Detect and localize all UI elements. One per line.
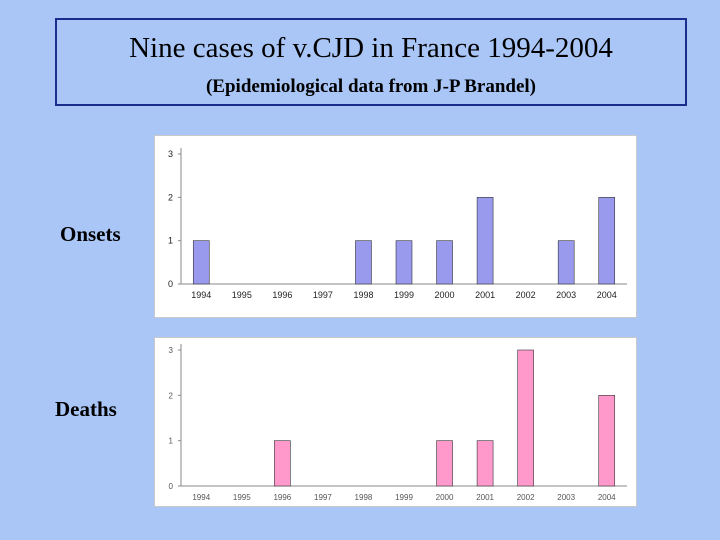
deaths-x-tick-label: 2004: [598, 493, 616, 502]
page-title: Nine cases of v.CJD in France 1994-2004: [129, 32, 613, 64]
deaths-y-tick-label: 0: [169, 482, 174, 491]
onsets-bar-2004: [598, 197, 616, 285]
deaths-bar-1996: [274, 440, 291, 487]
deaths-x-tick-label: 1999: [395, 493, 413, 502]
onsets-bar-2003: [557, 240, 575, 285]
deaths-x-tick-label: 2002: [517, 493, 535, 502]
onsets-x-tick-label: 2003: [556, 290, 576, 300]
deaths-x-tick-label: 1997: [314, 493, 332, 502]
deaths-bar-2001: [476, 440, 494, 487]
deaths-x-tick-label: 2000: [436, 493, 454, 502]
onsets-x-tick-label: 2001: [475, 290, 495, 300]
deaths-y-tick-label: 2: [169, 391, 174, 400]
onsets-label: Onsets: [60, 222, 121, 246]
onsets-x-tick-label: 1998: [353, 290, 373, 300]
onsets-chart: 0 1 2 3 1994 1995 1996 1997 1998 1999 2000 2001 2002…: [154, 135, 637, 318]
deaths-chart-svg: 0 1 2 3 1994 1995 1996 1997 1998 1999 2000 2001 2002…: [169, 344, 627, 502]
onsets-bar-1999: [395, 240, 413, 285]
onsets-y-tick-label: 2: [168, 192, 173, 202]
onsets-bar-2000: [436, 240, 453, 285]
page-subtitle: (Epidemiological data from J-P Brandel): [205, 76, 537, 97]
deaths-x-tick-label: 1998: [355, 493, 373, 502]
onsets-y-tick-label: 3: [168, 149, 173, 159]
onsets-bar-1998: [355, 240, 372, 285]
deaths-x-tick-label: 1994: [192, 493, 210, 502]
onsets-y-tick-label: 0: [168, 279, 173, 289]
onsets-x-tick-label: 2000: [435, 290, 455, 300]
deaths-chart: 0 1 2 3 1994 1995 1996 1997 1998 1999 2000 2001 2002…: [154, 337, 637, 507]
deaths-y-tick-label: 3: [169, 346, 174, 355]
deaths-bar-2002: [517, 349, 534, 487]
onsets-x-tick-label: 1997: [313, 290, 333, 300]
onsets-y-tick-label: 1: [168, 236, 173, 246]
onsets-x-tick-label: 1996: [272, 290, 292, 300]
onsets-x-tick-label: 2004: [597, 290, 617, 300]
onsets-bar-2001: [476, 197, 494, 285]
deaths-bar-2000: [436, 440, 453, 487]
deaths-x-tick-label: 1995: [233, 493, 251, 502]
deaths-bar-2004: [598, 395, 616, 487]
onsets-x-tick-label: 1999: [394, 290, 414, 300]
title-box: Nine cases of v.CJD in France 1994-2004 …: [55, 18, 687, 106]
onsets-chart-svg: 0 1 2 3 1994 1995 1996 1997 1998 1999 2000 2001 2002…: [168, 148, 627, 300]
deaths-y-tick-label: 1: [169, 437, 174, 446]
onsets-bar-1994: [192, 240, 210, 285]
deaths-x-tick-label: 2001: [476, 493, 494, 502]
onsets-x-tick-label: 1995: [232, 290, 252, 300]
deaths-x-tick-label: 1996: [273, 493, 291, 502]
onsets-x-tick-label: 2002: [516, 290, 536, 300]
deaths-x-tick-label: 2003: [557, 493, 575, 502]
onsets-x-tick-label: 1994: [191, 290, 211, 300]
deaths-label: Deaths: [55, 397, 117, 421]
